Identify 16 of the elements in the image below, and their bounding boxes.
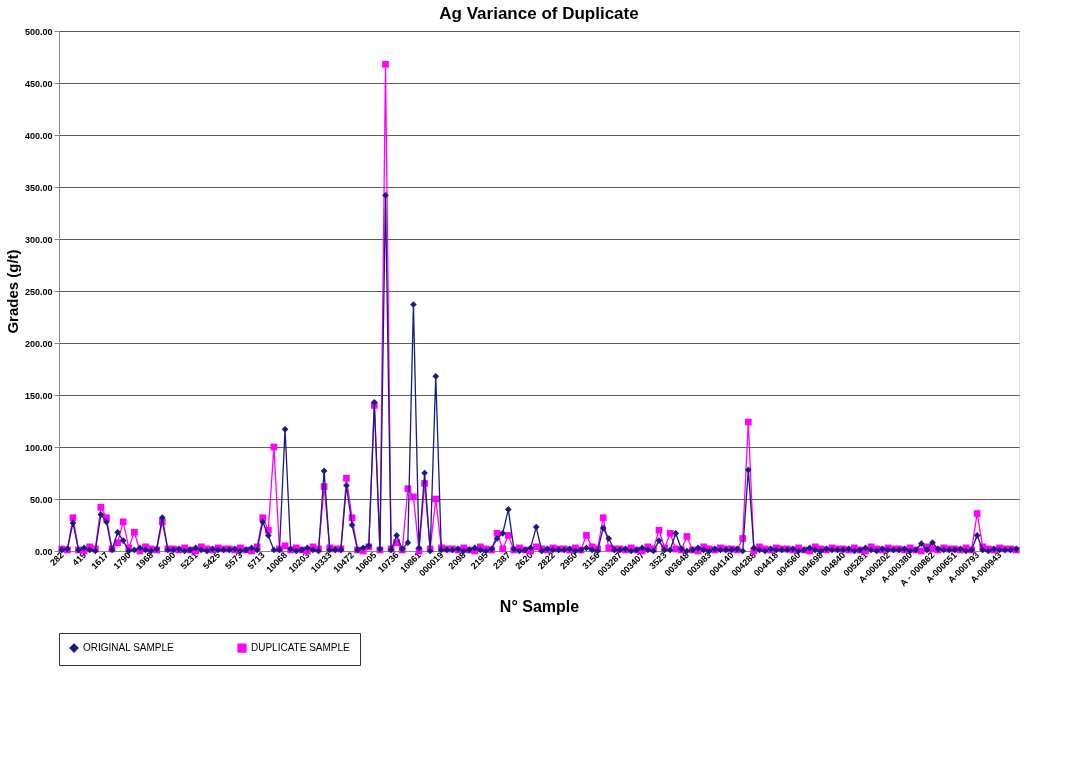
y-tick-label: 0.00 — [34, 546, 53, 557]
legend-label: ORIGINAL SAMPLE — [83, 642, 175, 654]
y-tick-label: 200.00 — [24, 338, 53, 349]
y-tick-label: 300.00 — [24, 234, 53, 245]
y-tick-label: 250.00 — [24, 286, 53, 297]
chart-title: Ag Variance of Duplicate — [439, 4, 639, 23]
y-tick-label: 100.00 — [24, 442, 53, 453]
y-tick-label: 450.00 — [24, 78, 53, 89]
x-axis-title: N° Sample — [499, 597, 580, 615]
y-tick-label: 400.00 — [24, 130, 53, 141]
y-tick-label: 50.00 — [29, 494, 53, 505]
y-tick-label: 150.00 — [24, 390, 53, 401]
y-tick-label: 500.00 — [24, 26, 53, 37]
y-tick-label: 350.00 — [24, 182, 53, 193]
legend-label: DUPLICATE SAMPLE — [251, 642, 351, 654]
y-axis-title: Grades (g/t) — [3, 249, 21, 334]
